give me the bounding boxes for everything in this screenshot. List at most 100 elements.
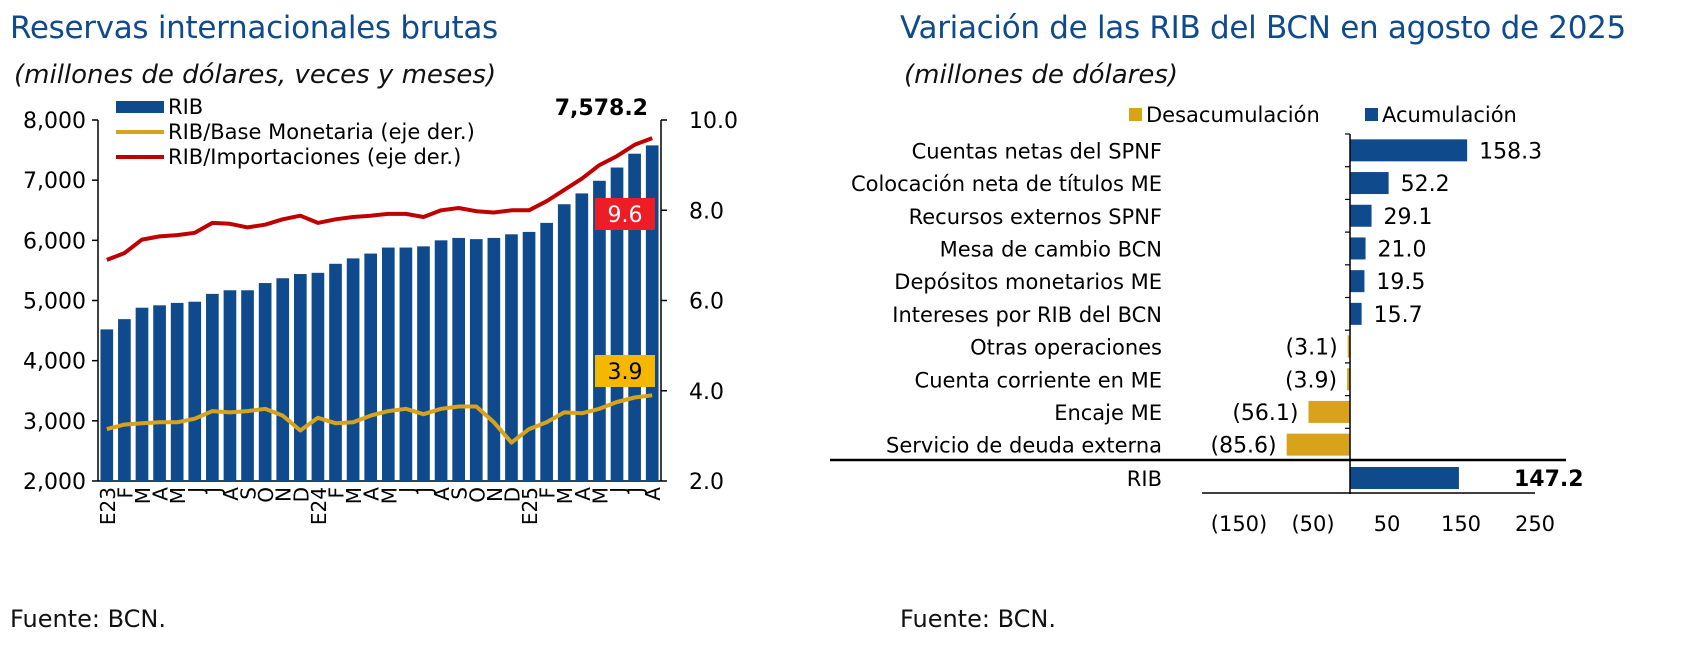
right-axis-tick-label: 8.0 — [689, 199, 724, 224]
rib-bar — [557, 204, 571, 481]
total-category-label: RIB — [1127, 467, 1162, 491]
left-axis-tick-label: 3,000 — [23, 410, 86, 435]
rib-bar — [522, 231, 536, 481]
total-label: 147.2 — [1514, 467, 1584, 492]
chart-title: Variación de las RIB del BCN en agosto d… — [900, 10, 1626, 46]
legend-label: RIB — [168, 95, 203, 119]
legend-label: RIB/Base Monetaria (eje der.) — [168, 120, 475, 144]
x-axis-tick-label: O — [465, 487, 489, 503]
category-label: Mesa de cambio BCN — [940, 237, 1162, 261]
x-axis-tick-label: J — [395, 487, 419, 495]
x-axis-tick-label: E25 — [518, 487, 542, 525]
x-axis-tick-label: F — [536, 487, 560, 499]
data-label: 15.7 — [1374, 303, 1423, 328]
rib-bar — [346, 258, 360, 481]
desacumulacion-bar — [1308, 400, 1350, 423]
rib-bar — [223, 290, 237, 481]
data-label: (85.6) — [1210, 434, 1276, 459]
x-axis-tick-label: 50 — [1374, 512, 1401, 536]
acumulacion-bar — [1350, 204, 1372, 227]
rib-bar — [452, 237, 466, 481]
rib-bar — [170, 302, 184, 481]
acumulacion-bar — [1350, 172, 1389, 195]
x-axis-tick-label: A — [219, 487, 243, 501]
x-axis-tick-label: A — [430, 487, 454, 501]
rib-bar — [487, 237, 501, 481]
acumulacion-bar — [1350, 270, 1365, 293]
desacumulacion-bar — [1347, 335, 1350, 358]
rib-bar — [118, 319, 131, 481]
desacumulacion-bar — [1286, 433, 1350, 456]
x-axis-tick-label: J — [184, 487, 208, 495]
category-label: Depósitos monetarios ME — [894, 270, 1162, 294]
x-axis-tick-label: S — [237, 487, 261, 500]
data-label: 158.3 — [1479, 139, 1542, 164]
rib-bar — [469, 239, 483, 481]
x-axis-tick-label: D — [500, 487, 524, 502]
right-axis-tick-label: 2.0 — [689, 470, 724, 495]
rib-base-label-box — [595, 355, 655, 387]
left-panel: Reservas internacionales brutas (millone… — [10, 10, 738, 633]
x-axis-tick-label: D — [289, 487, 313, 502]
rib-bar — [540, 222, 553, 481]
x-axis-tick-label: M — [377, 487, 401, 504]
last-bar-label: 7,578.2 — [555, 96, 648, 121]
x-axis-tick-label: N — [483, 487, 507, 502]
category-label: Recursos externos SPNF — [909, 205, 1162, 229]
x-axis-tick-label: (150) — [1211, 512, 1267, 536]
rib-bar — [311, 272, 325, 481]
rib-bar — [188, 301, 202, 481]
rib-importaciones-line — [106, 136, 653, 262]
x-axis-tick-label: F — [325, 487, 349, 499]
chart-source: Fuente: BCN. — [10, 605, 166, 633]
rib-bar — [399, 247, 413, 481]
x-axis-tick-label: M — [588, 487, 612, 504]
right-axis-tick-label: 4.0 — [689, 380, 724, 405]
x-axis-tick-label: J — [606, 487, 630, 495]
data-label: (3.9) — [1285, 368, 1337, 393]
rib-bar — [100, 329, 114, 481]
desacumulacion-bar — [1347, 368, 1350, 391]
x-axis-tick-label: J — [412, 487, 436, 495]
legend-swatch — [116, 101, 164, 113]
x-axis-tick-label: E24 — [307, 487, 331, 525]
data-label: 52.2 — [1401, 172, 1450, 197]
category-label: Otras operaciones — [970, 336, 1162, 360]
rib-bar — [417, 246, 430, 481]
chart-source: Fuente: BCN. — [900, 605, 1056, 633]
x-axis-tick-label: A — [571, 487, 595, 501]
left-axis-tick-label: 2,000 — [23, 470, 86, 495]
category-label: Cuenta corriente en ME — [915, 368, 1162, 392]
legend-label: Acumulación — [1382, 103, 1517, 127]
rib-bar — [645, 145, 659, 481]
category-label: Intereses por RIB del BCN — [892, 303, 1162, 327]
reserves-chart: 2,000 3,000 4,000 5,000 6,000 7,000 8,000 2.0 4.… — [23, 95, 738, 525]
x-axis-tick-label: M — [166, 487, 190, 504]
rib-bar — [505, 234, 518, 481]
rib-bar — [206, 293, 219, 481]
rib-base-label: 3.9 — [608, 360, 643, 385]
category-label: Cuentas netas del SPNF — [912, 139, 1162, 163]
chart-title: Reservas internacionales brutas — [10, 10, 498, 46]
right-axis-tick-label: 6.0 — [689, 290, 724, 315]
left-axis-tick-label: 7,000 — [23, 169, 86, 194]
category-label: Encaje ME — [1054, 401, 1162, 425]
rib-bar — [135, 307, 149, 481]
right-axis-tick-label: 10.0 — [689, 109, 738, 134]
rib-bar — [241, 290, 254, 481]
acumulacion-bar — [1350, 237, 1366, 260]
x-axis-tick-label: A — [149, 487, 173, 501]
x-axis-tick-label: A — [641, 487, 665, 501]
legend-label: RIB/Importaciones (eje der.) — [168, 145, 461, 169]
rib-bar — [293, 274, 307, 481]
chart-subtitle: (millones de dólares) — [904, 60, 1179, 90]
x-axis-tick-label: A — [360, 487, 384, 501]
rib-importaciones-label-box — [595, 198, 655, 230]
x-axis-tick-label: M — [553, 487, 577, 504]
acumulacion-bar — [1350, 302, 1362, 325]
rib-bar — [434, 240, 448, 481]
left-axis-tick-label: 5,000 — [23, 290, 86, 315]
rib-bar — [329, 263, 342, 481]
rib-bar — [258, 283, 272, 481]
data-label: 19.5 — [1376, 270, 1425, 295]
